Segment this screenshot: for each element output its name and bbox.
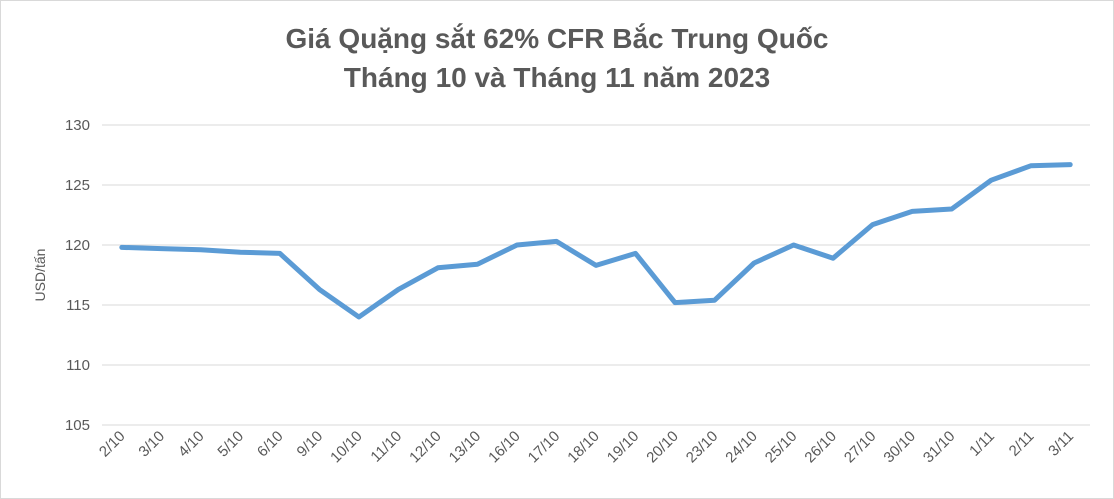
x-tick-label: 6/10: [254, 428, 287, 461]
x-tick-label: 16/10: [485, 428, 524, 467]
x-tick-label: 27/10: [841, 428, 880, 467]
x-tick-label: 3/11: [1045, 428, 1077, 460]
x-tick-label: 3/10: [135, 428, 168, 461]
x-tick-label: 20/10: [643, 428, 682, 467]
x-tick-label: 26/10: [801, 428, 840, 467]
x-tick-label: 23/10: [683, 428, 722, 467]
x-tick-label: 4/10: [175, 428, 208, 461]
x-tick-label: 31/10: [920, 428, 959, 467]
x-tick-label: 13/10: [446, 428, 485, 467]
x-tick-label: 18/10: [564, 428, 603, 467]
x-tick-label: 24/10: [722, 428, 761, 467]
x-tick-label: 11/10: [367, 428, 405, 466]
chart-title-line-2: Tháng 10 và Tháng 11 năm 2023: [343, 62, 771, 93]
x-tick-label: 30/10: [880, 428, 919, 467]
y-tick-label: 125: [65, 177, 90, 194]
y-tick-label: 120: [65, 237, 90, 254]
x-tick-label: 9/10: [294, 428, 327, 461]
x-tick-label: 1/11: [966, 428, 998, 460]
x-tick-label: 12/10: [406, 428, 445, 467]
y-tick-label: 115: [66, 297, 90, 314]
y-tick-label: 105: [65, 417, 90, 434]
chart-title-line-1: Giá Quặng sắt 62% CFR Bắc Trung Quốc: [285, 23, 829, 54]
x-tick-label: 5/10: [214, 428, 247, 461]
x-tick-label: 19/10: [604, 428, 643, 467]
y-tick-label: 130: [65, 117, 90, 134]
series-line: [119, 162, 1073, 320]
x-tick-label: 2/10: [96, 428, 129, 461]
x-tick-label: 2/11: [1006, 428, 1038, 460]
x-tick-label: 17/10: [525, 428, 564, 467]
x-tick-label: 10/10: [327, 428, 366, 467]
x-tick-label: 25/10: [762, 428, 801, 467]
y-tick-label: 110: [66, 357, 90, 374]
y-axis-title: USD/tấn: [32, 249, 48, 302]
